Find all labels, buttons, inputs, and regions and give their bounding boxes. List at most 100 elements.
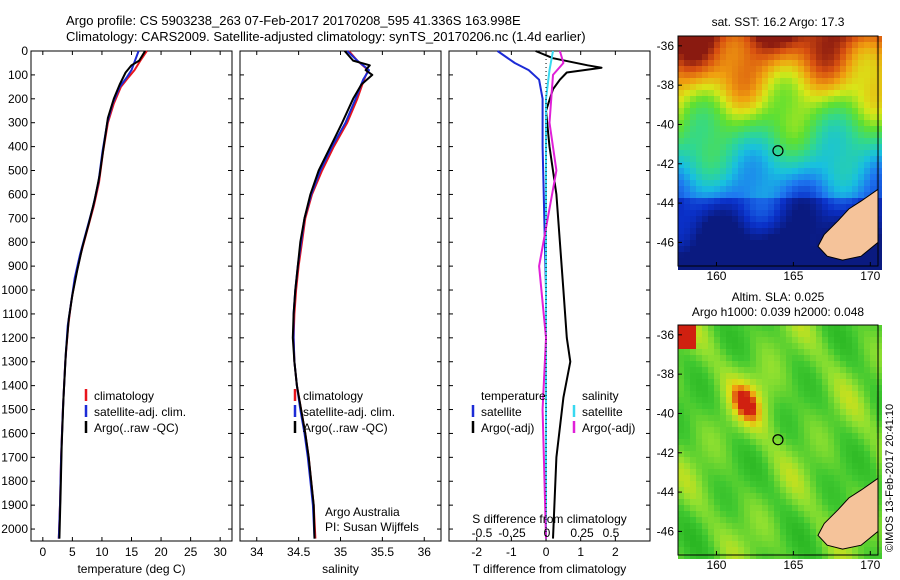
map-cell — [828, 457, 834, 463]
map-cell — [732, 54, 738, 60]
map-cell — [840, 96, 846, 102]
annotation-text: PI: Susan Wijffels — [325, 520, 419, 534]
map-cell — [858, 96, 864, 102]
map-cell — [714, 511, 720, 517]
map-cell — [702, 361, 708, 367]
map-cell — [678, 186, 684, 192]
map-cell — [750, 222, 756, 228]
map-cell — [702, 180, 708, 186]
map-cell — [756, 421, 762, 427]
map-cell — [684, 138, 690, 144]
map-cell — [708, 541, 714, 547]
map-cell — [804, 355, 810, 361]
map-cell — [732, 48, 738, 54]
map-cell — [750, 385, 756, 391]
map-cell — [798, 361, 804, 367]
map-cell — [678, 174, 684, 180]
map-cell — [684, 331, 690, 337]
map-cell — [684, 102, 690, 108]
map-cell — [876, 234, 882, 240]
map-cell — [870, 349, 876, 355]
map-cell — [774, 529, 780, 535]
map-cell — [876, 108, 882, 114]
map-cell — [834, 457, 840, 463]
map-cell — [750, 168, 756, 174]
map-cell — [768, 204, 774, 210]
map-cell — [774, 343, 780, 349]
map-cell — [840, 138, 846, 144]
map-cell — [738, 138, 744, 144]
map-cell — [858, 403, 864, 409]
map-cell — [828, 96, 834, 102]
map-cell — [684, 222, 690, 228]
map-cell — [690, 264, 696, 270]
map-cell — [840, 156, 846, 162]
map-cell — [828, 427, 834, 433]
map-cell — [762, 120, 768, 126]
map-cell — [732, 60, 738, 66]
map-cell — [786, 487, 792, 493]
map-cell — [684, 228, 690, 234]
map-cell — [876, 90, 882, 96]
map-cell — [870, 36, 876, 42]
map-cell — [732, 162, 738, 168]
map-cell — [840, 337, 846, 343]
map-cell — [732, 192, 738, 198]
map-cell — [696, 204, 702, 210]
map-cell — [696, 84, 702, 90]
map-cell — [720, 258, 726, 264]
map-cell — [726, 228, 732, 234]
map-cell — [762, 60, 768, 66]
map-cell — [744, 415, 750, 421]
map-cell — [708, 361, 714, 367]
map-cell — [834, 493, 840, 499]
map-cell — [708, 343, 714, 349]
map-cell — [774, 126, 780, 132]
map-cell — [810, 547, 816, 553]
map-cell — [720, 343, 726, 349]
map-cell — [828, 72, 834, 78]
map-cell — [744, 391, 750, 397]
map-cell — [792, 343, 798, 349]
map-cell — [720, 228, 726, 234]
map-cell — [732, 228, 738, 234]
map-cell — [678, 547, 684, 553]
map-cell — [768, 114, 774, 120]
map-cell — [864, 397, 870, 403]
map-cell — [870, 403, 876, 409]
map-cell — [678, 475, 684, 481]
map-cell — [690, 120, 696, 126]
map-cell — [720, 156, 726, 162]
map-cell — [774, 96, 780, 102]
map-cell — [678, 240, 684, 246]
map-cell — [798, 150, 804, 156]
map-cell — [726, 331, 732, 337]
map-cell — [816, 48, 822, 54]
map-cell — [870, 72, 876, 78]
map-cell — [756, 84, 762, 90]
map-cell — [744, 445, 750, 451]
map-cell — [828, 355, 834, 361]
map-cell — [876, 373, 882, 379]
map-cell — [780, 457, 786, 463]
map-cell — [732, 42, 738, 48]
map-cell — [762, 180, 768, 186]
map-cell — [690, 433, 696, 439]
map-cell — [774, 475, 780, 481]
map-cell — [702, 246, 708, 252]
map-cell — [684, 48, 690, 54]
map-cell — [780, 475, 786, 481]
map-cell — [780, 114, 786, 120]
map-cell — [876, 391, 882, 397]
map-cell — [810, 385, 816, 391]
map-cell — [840, 150, 846, 156]
map-cell — [798, 349, 804, 355]
map-cell — [684, 385, 690, 391]
map-cell — [780, 433, 786, 439]
map-cell — [750, 144, 756, 150]
map-cell — [828, 60, 834, 66]
map-cell — [846, 48, 852, 54]
map-cell — [786, 264, 792, 270]
map-cell — [768, 475, 774, 481]
map-cell — [834, 264, 840, 270]
